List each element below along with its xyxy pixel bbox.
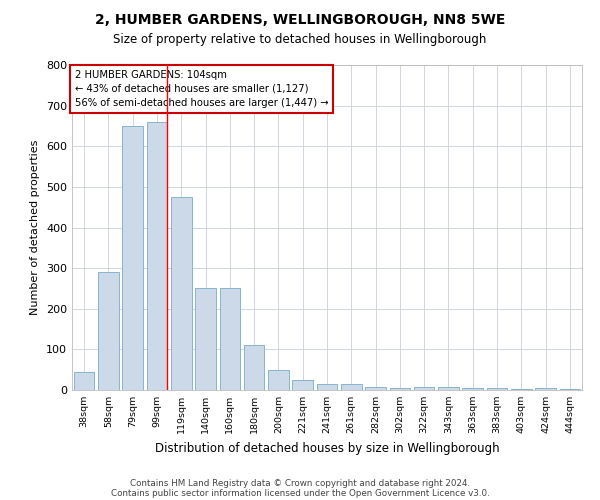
- Bar: [292, 380, 313, 390]
- Bar: [122, 126, 143, 390]
- Bar: [438, 387, 459, 390]
- Bar: [463, 388, 483, 390]
- Bar: [414, 387, 434, 390]
- Text: Size of property relative to detached houses in Wellingborough: Size of property relative to detached ho…: [113, 32, 487, 46]
- Bar: [171, 197, 191, 390]
- Bar: [487, 388, 508, 390]
- Bar: [560, 389, 580, 390]
- Text: 2, HUMBER GARDENS, WELLINGBOROUGH, NN8 5WE: 2, HUMBER GARDENS, WELLINGBOROUGH, NN8 5…: [95, 12, 505, 26]
- Y-axis label: Number of detached properties: Number of detached properties: [31, 140, 40, 315]
- Bar: [365, 387, 386, 390]
- Bar: [535, 388, 556, 390]
- Bar: [341, 384, 362, 390]
- Bar: [389, 388, 410, 390]
- Bar: [244, 346, 265, 390]
- Text: Contains HM Land Registry data © Crown copyright and database right 2024.: Contains HM Land Registry data © Crown c…: [130, 478, 470, 488]
- Bar: [195, 288, 216, 390]
- Bar: [511, 389, 532, 390]
- Bar: [268, 370, 289, 390]
- Bar: [317, 384, 337, 390]
- X-axis label: Distribution of detached houses by size in Wellingborough: Distribution of detached houses by size …: [155, 442, 499, 454]
- Bar: [146, 122, 167, 390]
- Text: 2 HUMBER GARDENS: 104sqm
← 43% of detached houses are smaller (1,127)
56% of sem: 2 HUMBER GARDENS: 104sqm ← 43% of detach…: [74, 70, 328, 108]
- Bar: [74, 372, 94, 390]
- Text: Contains public sector information licensed under the Open Government Licence v3: Contains public sector information licen…: [110, 488, 490, 498]
- Bar: [220, 288, 240, 390]
- Bar: [98, 272, 119, 390]
